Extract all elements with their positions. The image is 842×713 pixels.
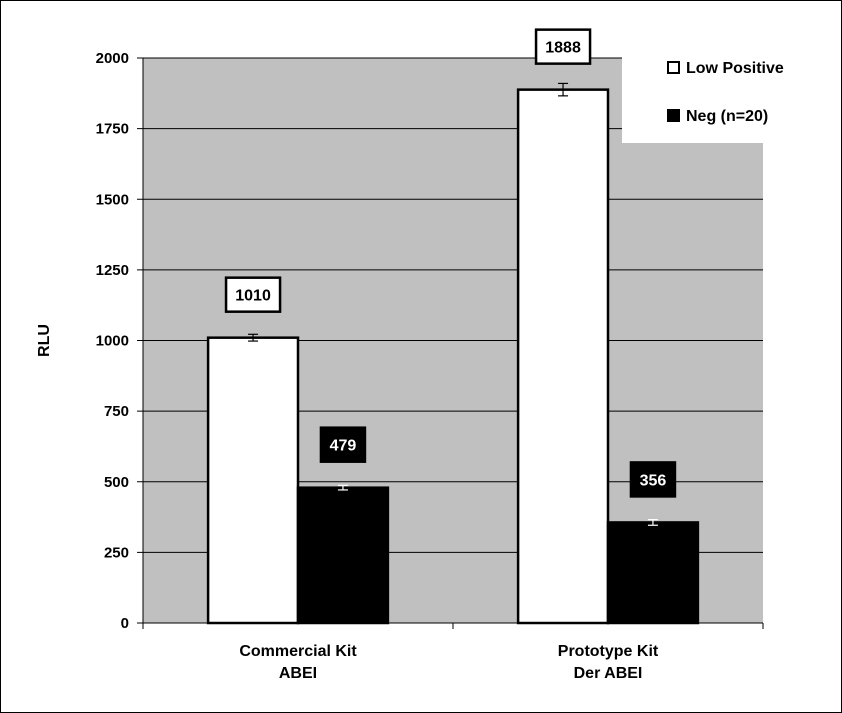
bars <box>206 82 700 625</box>
data-label-box <box>224 276 282 313</box>
data-label-box <box>319 426 367 463</box>
x-category-label: Commercial Kit <box>239 643 357 660</box>
legend-entry: Neg (n=20) <box>686 108 768 125</box>
bar-low-positive-0 <box>206 336 300 625</box>
axes: 0 250 500 750 1000 1250 1500 1750 2000 Commercial… <box>96 50 764 682</box>
y-tick-label: 2000 <box>96 50 129 67</box>
bar-neg-1 <box>606 521 700 625</box>
y-tick-label: 1750 <box>96 121 129 138</box>
x-category-label: Prototype Kit <box>558 643 659 660</box>
data-label-box <box>534 28 592 65</box>
data-labels: 1010 479 1888 356 <box>224 28 677 498</box>
data-label: 1888 <box>545 40 581 57</box>
legend: Low Positive Neg (n=20) <box>622 43 834 143</box>
bar-neg-0 <box>296 486 390 625</box>
data-label: 479 <box>330 438 357 455</box>
data-label-box <box>629 461 677 498</box>
x-category-label: Der ABEI <box>574 665 643 682</box>
y-tick-label: 250 <box>104 544 129 561</box>
data-label: 356 <box>640 472 667 489</box>
legend-background <box>622 43 834 143</box>
y-tick-label: 1250 <box>96 262 129 279</box>
data-label: 1010 <box>235 288 271 305</box>
y-tick-label: 500 <box>104 474 129 491</box>
bar-low-positive-1 <box>516 88 610 625</box>
y-axis-title: RLU <box>36 324 53 357</box>
legend-entry: Low Positive <box>686 60 784 77</box>
legend-swatch <box>667 61 680 74</box>
y-tick-label: 750 <box>104 403 129 420</box>
y-tick-label: 1000 <box>96 333 129 350</box>
y-tick-label: 0 <box>121 615 129 632</box>
y-tick-label: 1500 <box>96 191 129 208</box>
x-category-label: ABEI <box>279 665 317 682</box>
legend-swatch <box>667 109 680 122</box>
